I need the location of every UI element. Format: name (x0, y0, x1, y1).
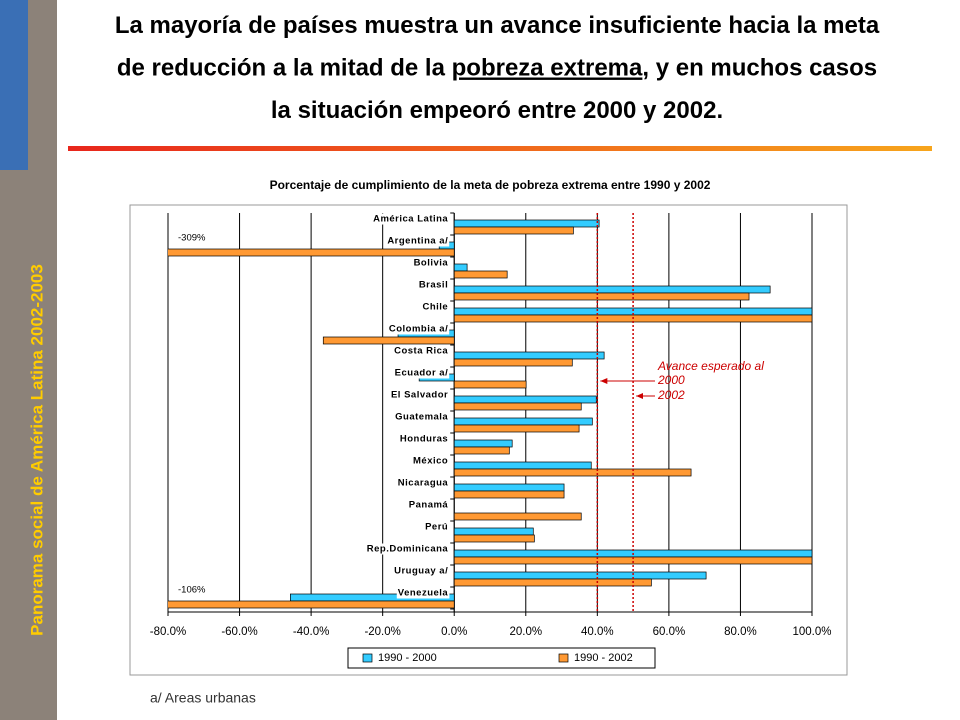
bar (453, 490, 565, 499)
title-segment: , y en muchos casos (642, 55, 877, 82)
category-label-bg (398, 433, 450, 445)
legend-label: 1990 - 2000 (378, 652, 437, 664)
category-label-bg (365, 543, 450, 555)
bar (453, 358, 573, 367)
x-tick-label: 100.0% (792, 626, 831, 638)
title-segment: La mayoría de países muestra un avance i… (115, 12, 880, 39)
legend-label: 1990 - 2002 (574, 652, 633, 664)
x-tick-label: 40.0% (581, 626, 614, 638)
value-label: -309% (178, 233, 206, 244)
value-label: -106% (178, 585, 206, 596)
legend-swatch (362, 653, 373, 663)
category-label-bg (393, 565, 450, 577)
category-label-bg (372, 213, 450, 225)
category-label-bg (412, 257, 450, 269)
category-label: Guatemala (395, 412, 448, 423)
sidebar-accent (0, 0, 28, 170)
x-tick-label: 20.0% (509, 626, 542, 638)
category-label: Panamá (409, 500, 449, 511)
annotation: Avance esperado al (657, 359, 764, 373)
category-label: Bolivia (414, 258, 449, 269)
bar (322, 336, 455, 345)
category-label: Nicaragua (398, 478, 449, 489)
title-line: La mayoría de países muestra un avance i… (115, 12, 880, 39)
category-label: Costa Rica (394, 346, 448, 357)
bar (453, 534, 535, 543)
category-label-bg (393, 367, 450, 379)
category-label: Ecuador a/ (395, 368, 449, 379)
category-label: Brasil (419, 280, 448, 291)
sidebar-text: Panorama social de América Latina 2002-2… (27, 264, 46, 636)
title-segment: de reducción a la mitad de la (117, 55, 452, 82)
title-rule (68, 146, 932, 151)
category-label-bg (389, 389, 450, 401)
bar (453, 351, 605, 360)
reference-label: 2000 (657, 373, 685, 387)
category-label-bg (386, 235, 450, 247)
x-tick-label: 60.0% (653, 626, 686, 638)
bar (453, 263, 468, 272)
category-label-bg (396, 477, 450, 489)
legend-swatch (558, 653, 569, 663)
bar (453, 226, 574, 235)
bar (453, 468, 692, 477)
category-label: Colombia a/ (389, 324, 448, 335)
bar (453, 527, 534, 536)
category-label: Rep.Dominicana (367, 544, 449, 555)
bar (453, 285, 771, 294)
bar (453, 446, 510, 455)
category-label-bg (417, 279, 450, 291)
bar (453, 219, 600, 228)
category-label-bg (412, 455, 450, 467)
category-label-bg (394, 411, 450, 423)
title-line: de reducción a la mitad de la pobreza ex… (117, 55, 877, 82)
category-label-bg (396, 587, 450, 599)
title-line: la situación empeoró entre 2000 y 2002. (271, 97, 723, 124)
bar (453, 395, 597, 404)
category-label-bg (424, 521, 450, 533)
category-label-bg (421, 301, 450, 313)
category-label: El Salvador (391, 390, 448, 401)
category-label-bg (407, 499, 450, 511)
footnote: a/ Areas urbanas (150, 690, 256, 706)
slide-title: La mayoría de países muestra un avance i… (115, 12, 880, 124)
bar (453, 483, 565, 492)
chart-title: Porcentaje de cumplimiento de la meta de… (270, 178, 711, 192)
x-tick-label: -80.0% (150, 626, 186, 638)
category-label: Argentina a/ (387, 236, 448, 247)
bar (453, 270, 508, 279)
x-tick-label: -40.0% (293, 626, 329, 638)
bar (453, 439, 513, 448)
category-label-bg (393, 345, 450, 357)
bar (453, 292, 750, 301)
bar (168, 600, 455, 609)
bar (168, 248, 455, 257)
bar (453, 424, 580, 433)
bar (453, 402, 582, 411)
bar (453, 578, 652, 587)
bar (453, 512, 582, 521)
category-label: Chile (422, 302, 448, 313)
bar (453, 417, 593, 426)
category-label: México (413, 456, 448, 467)
bar (453, 571, 707, 580)
bar (453, 380, 527, 389)
x-tick-label: -60.0% (221, 626, 257, 638)
x-tick-label: 80.0% (724, 626, 757, 638)
category-label: América Latina (373, 214, 448, 225)
title-segment: pobreza extrema (452, 55, 643, 82)
category-label: Venezuela (398, 588, 449, 599)
reference-label: 2002 (657, 388, 685, 402)
x-tick-label: 0.0% (441, 626, 467, 638)
category-label-bg (387, 323, 450, 335)
x-tick-label: -20.0% (364, 626, 400, 638)
category-label: Perú (425, 522, 448, 533)
category-label: Uruguay a/ (394, 566, 448, 577)
title-segment: la situación empeoró entre 2000 y 2002. (271, 97, 723, 124)
legend-box (347, 647, 656, 669)
bar (453, 461, 592, 470)
category-label: Honduras (400, 434, 448, 445)
